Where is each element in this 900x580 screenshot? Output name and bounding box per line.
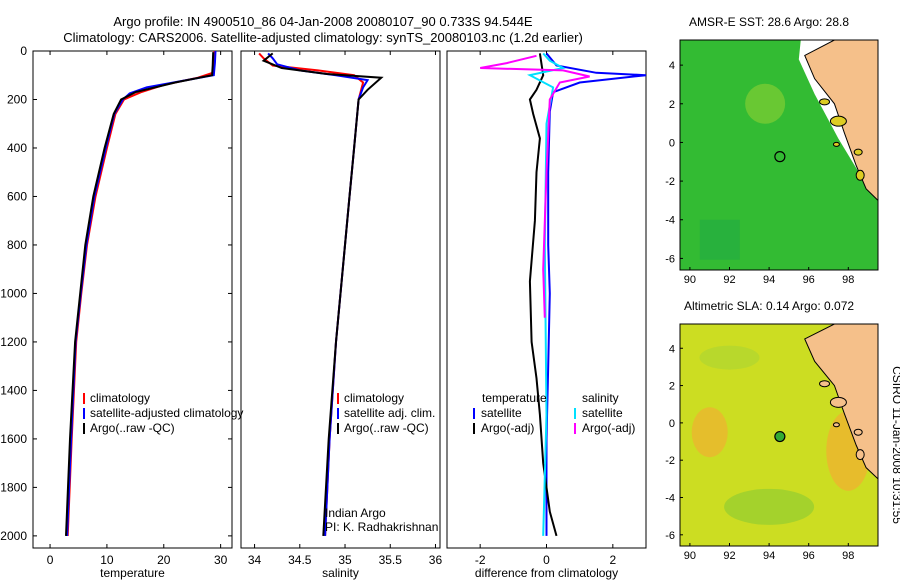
diff-legend-item: satellite [481,406,522,420]
sst-frame [679,39,879,271]
sla-xtick-label: 98 [842,550,854,562]
sal-xtick-label: 34.5 [288,553,312,567]
sst-island [832,141,840,147]
sla-high-patch [691,407,728,458]
diff-legend-title-salinity: salinity [582,391,619,405]
sla-ytick-label: -2 [665,455,675,467]
sla-island [819,380,831,388]
temp-ytick-label: 400 [7,141,27,155]
temp-legend-item: climatology [90,391,150,405]
temp-ytick-label: 0 [20,44,27,58]
sla-low-patch [699,345,760,370]
sst-ytick-label: 4 [669,60,675,72]
diff-xtick-label: 2 [609,553,616,567]
sal-legend-item: climatology [344,391,404,405]
header-line1: Argo profile: IN 4900510_86 04-Jan-2008 … [113,14,533,29]
sla-low-patch [724,488,815,525]
sla-title: Altimetric SLA: 0.14 Argo: 0.072 [684,299,854,313]
sal-xtick-label: 35 [338,553,352,567]
sal-xlabel: salinity [322,566,359,580]
sla-ytick-label: -6 [665,530,675,542]
sla-xtick-label: 92 [723,550,735,562]
temp-xtick-label: 30 [214,553,228,567]
temp-xlabel: temperature [100,566,165,580]
sst-warm-patch [745,83,786,124]
temp-ytick-label: 1400 [0,383,27,397]
diff-legend-item: Argo(-adj) [481,421,534,435]
temp-legend-item: Argo(..raw -QC) [90,421,175,435]
sst-xtick-label: 90 [684,274,696,286]
sla-xtick-label: 94 [763,550,775,562]
sla-island [832,422,840,428]
temp-plot-frame [32,50,233,549]
sla-island [853,428,863,436]
sal-annotation: PI: K. Radhakrishnan [325,520,438,534]
sst-island [855,169,865,181]
sal-xtick-label: 34 [248,553,262,567]
sla-map: 90 92 94 96 98 -6 -4 -2 0 2 4 Altimetric SLA: 0.14 … [665,299,879,562]
temp-series-2 [65,52,215,536]
diff-series-2 [527,52,566,536]
temp-ytick-label: 2000 [0,529,27,543]
side-label: CSIRO 11-Jan-2008 10:31:55 [890,366,900,524]
sla-frame [679,323,879,547]
sst-island [853,148,863,156]
sla-argo-marker [774,430,786,443]
temp-xtick-label: 0 [47,553,54,567]
sst-title: AMSR-E SST: 28.6 Argo: 28.8 [689,15,849,29]
sal-xtick-label: 35.5 [379,553,403,567]
sal-annotation: Indian Argo [325,506,386,520]
sst-ytick-label: -6 [665,253,675,265]
temp-ytick-label: 1200 [0,335,27,349]
sst-ytick-label: 2 [669,99,675,111]
diff-xtick-label: 0 [543,553,550,567]
temp-ytick-label: 200 [7,92,27,106]
temp-ytick-label: 600 [7,189,27,203]
temp-ytick-label: 800 [7,238,27,252]
sal-legend-item: Argo(..raw -QC) [344,421,429,435]
sst-xtick-label: 92 [723,274,735,286]
sla-xtick-label: 90 [684,550,696,562]
temp-xtick-label: 20 [157,553,171,567]
sst-island [829,115,847,127]
diff-legend-item: Argo(-adj) [582,421,635,435]
diff-legend-item: satellite [582,406,623,420]
sla-island [829,396,847,408]
sst-island [819,98,831,106]
sla-island [855,449,865,461]
temp-ytick-label: 1000 [0,286,27,300]
diff-xtick-label: -2 [475,553,486,567]
sst-cool-patch [699,219,740,260]
diff-xlabel: difference from climatology [475,566,618,580]
sst-xtick-label: 94 [763,274,775,286]
header-line2: Climatology: CARS2006. Satellite-adjuste… [63,30,583,45]
sla-ytick-label: 4 [669,343,675,355]
sst-ytick-label: 0 [669,137,675,149]
temp-ytick-label: 1800 [0,480,27,494]
sst-xtick-label: 96 [803,274,815,286]
sal-xtick-label: 36 [429,553,443,567]
diff-series-1 [528,53,558,537]
sla-xtick-label: 96 [803,550,815,562]
sst-xtick-label: 98 [842,274,854,286]
temp-xtick-label: 10 [100,553,114,567]
temp-legend-item: satellite-adjusted climatology [90,406,243,420]
temp-ytick-label: 1600 [0,432,27,446]
diff-legend-title-temperature: temperature [482,391,547,405]
diff-series-3 [480,54,590,318]
sla-ytick-label: 2 [669,381,675,393]
sla-ytick-label: -4 [665,492,675,504]
sst-ytick-label: -2 [665,176,675,188]
sst-argo-marker [774,151,786,163]
sal-series-2 [261,52,384,536]
sst-ytick-label: -4 [665,215,675,227]
sal-legend-item: satellite adj. clim. [344,406,435,420]
sst-map: 90 92 94 96 98 -6 -4 -2 0 2 4 AMSR-E SST: 28.6 Argo… [665,15,879,286]
sla-ytick-label: 0 [669,418,675,430]
